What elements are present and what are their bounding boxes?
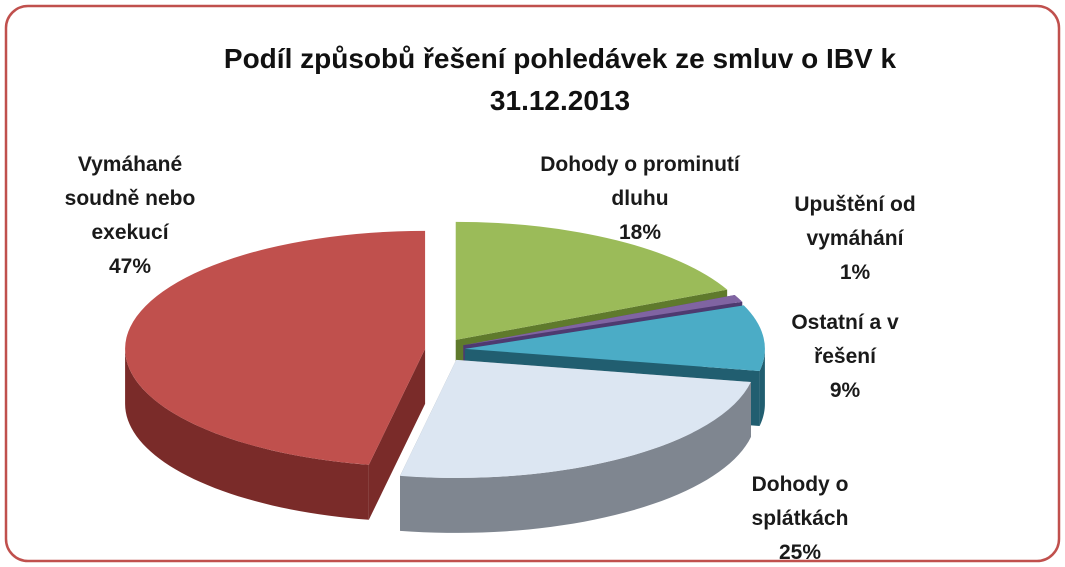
data-label: Dohody o prominutí dluhu 18% xyxy=(540,148,740,250)
slice-wall xyxy=(368,348,426,520)
slice xyxy=(463,294,743,346)
label-name: Vymáhané soudně nebo exekucí xyxy=(64,153,196,244)
label-value: 47% xyxy=(108,255,152,278)
label-name: Dohody o prominutí dluhu xyxy=(540,153,740,210)
slice xyxy=(400,359,751,478)
slice-side xyxy=(400,382,751,533)
chart-title: Podíl způsobů řešení pohledávek ze smluv… xyxy=(223,43,897,116)
label-name: Ostatní a v řešení xyxy=(791,311,899,368)
label-value: 1% xyxy=(839,261,871,284)
data-label: Ostatní a v řešení 9% xyxy=(765,306,925,408)
data-label: Upuštění od vymáhání 1% xyxy=(770,188,940,290)
data-label: Vymáhané soudně nebo exekucí 47% xyxy=(55,148,205,284)
label-value: 25% xyxy=(778,541,822,564)
data-label: Dohody o splátkách 25% xyxy=(725,468,875,567)
label-name: Upuštění od vymáhání xyxy=(794,193,916,250)
slice-side xyxy=(125,348,369,520)
slice-side xyxy=(759,348,765,426)
slice xyxy=(455,221,728,340)
label-name: Dohody o splátkách xyxy=(751,473,849,530)
label-value: 9% xyxy=(829,379,861,402)
slice xyxy=(125,230,426,465)
slice xyxy=(464,305,765,371)
label-value: 18% xyxy=(618,221,662,244)
